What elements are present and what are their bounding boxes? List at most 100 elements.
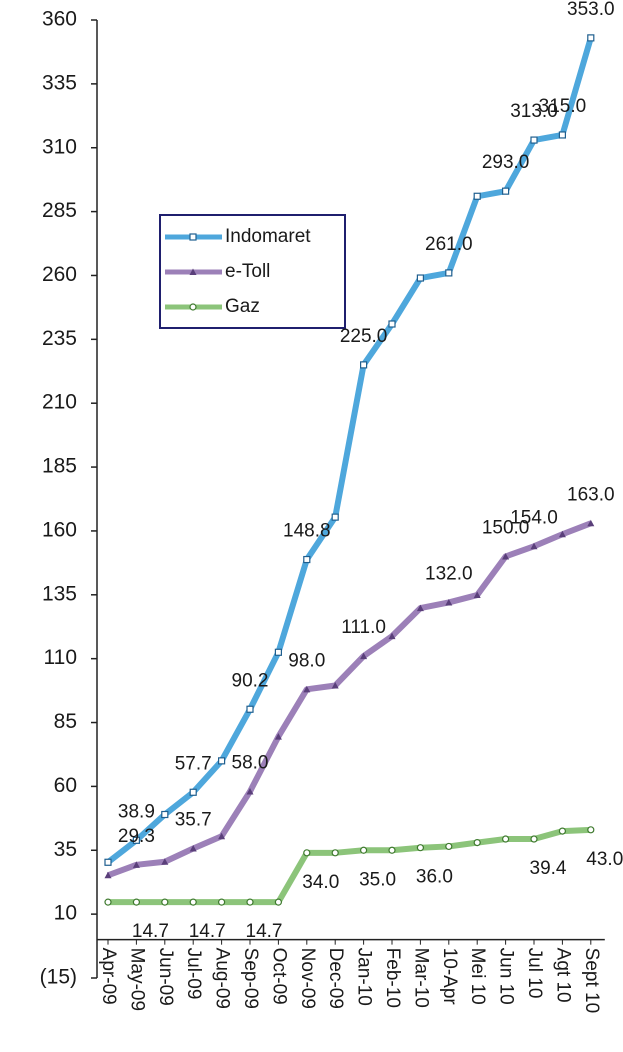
marker <box>530 136 538 144</box>
x-tick-label: Apr-09 <box>98 948 119 1005</box>
legend-label: Gaz <box>225 296 260 317</box>
data-label: 14.7 <box>132 921 169 942</box>
marker <box>416 604 424 612</box>
marker <box>473 192 481 200</box>
marker <box>104 898 112 906</box>
marker <box>132 898 140 906</box>
marker <box>558 827 567 835</box>
y-tick-label: 60 <box>54 774 77 797</box>
marker <box>104 871 112 879</box>
marker <box>502 835 510 843</box>
y-tick-label: 335 <box>42 71 77 94</box>
marker <box>246 788 254 795</box>
y-tick-label: 285 <box>42 199 77 222</box>
marker <box>416 844 424 852</box>
marker <box>246 705 254 713</box>
marker <box>303 849 311 857</box>
x-tick-label: May-09 <box>126 948 147 1011</box>
x-tick-label: Dec-09 <box>325 948 346 1009</box>
marker <box>218 832 226 840</box>
y-tick-label: 360 <box>42 8 77 31</box>
marker <box>189 788 197 796</box>
data-label: 111.0 <box>341 617 386 638</box>
marker <box>587 34 595 42</box>
marker <box>388 846 396 854</box>
marker <box>530 542 538 550</box>
series-line <box>108 826 591 906</box>
y-tick-label: 235 <box>42 327 77 350</box>
marker <box>189 898 197 906</box>
marker <box>502 552 510 560</box>
marker <box>331 849 339 857</box>
marker <box>445 842 453 851</box>
data-label: 154.0 <box>510 507 558 528</box>
series-line <box>106 520 592 879</box>
y-tick-label: 160 <box>42 518 77 541</box>
y-tick-label: 135 <box>42 582 77 605</box>
x-tick-label: Jan-10 <box>354 948 375 1006</box>
data-label: 39.4 <box>530 858 567 879</box>
data-label: 36.0 <box>416 867 453 888</box>
marker <box>132 861 140 868</box>
marker <box>502 187 510 195</box>
data-label: 58.0 <box>232 753 269 774</box>
y-tick-label: 110 <box>44 646 77 669</box>
data-label: 14.7 <box>189 921 226 942</box>
x-tick-label: Sep-09 <box>240 948 261 1009</box>
marker <box>274 898 282 906</box>
data-label: 34.0 <box>302 872 339 893</box>
marker <box>445 598 453 606</box>
marker <box>360 846 368 854</box>
y-tick-label: (15) <box>40 966 77 989</box>
data-label: 293.0 <box>482 152 530 173</box>
legend-label: e-Toll <box>225 261 270 282</box>
marker <box>274 648 282 656</box>
marker <box>388 320 396 328</box>
y-tick-label: 85 <box>54 710 77 733</box>
marker <box>189 233 197 241</box>
marker <box>132 836 140 844</box>
data-label: 315.0 <box>539 96 587 117</box>
x-tick-label: Agt 10 <box>552 948 573 1003</box>
data-label: 29.3 <box>118 826 155 847</box>
marker <box>445 269 453 277</box>
marker <box>473 591 481 599</box>
marker <box>189 844 197 852</box>
marker <box>388 632 396 640</box>
data-label: 261.0 <box>425 234 473 255</box>
data-label: 353.0 <box>567 0 615 20</box>
marker <box>189 303 197 311</box>
y-tick-label: 260 <box>42 263 77 286</box>
data-label: 313.0 <box>510 101 558 122</box>
y-tick-label: 185 <box>42 455 77 478</box>
marker <box>303 555 311 564</box>
marker <box>161 858 169 865</box>
marker <box>558 131 567 139</box>
data-label: 35.0 <box>359 869 396 890</box>
data-label: 43.0 <box>586 849 623 870</box>
marker <box>558 530 566 538</box>
data-label: 57.7 <box>175 753 212 774</box>
data-label: 35.7 <box>175 809 212 830</box>
data-label: 148.8 <box>283 521 331 542</box>
legend: Indomaret e-Toll Gaz <box>159 214 346 329</box>
data-label: 132.0 <box>425 563 473 584</box>
x-tick-label: Sept 10 <box>581 948 602 1014</box>
x-tick-label: Jul-09 <box>183 948 204 1000</box>
x-tick-label: Oct-09 <box>268 948 289 1005</box>
data-label: 98.0 <box>288 650 325 671</box>
data-label: 90.2 <box>232 670 269 691</box>
y-tick-label: 310 <box>42 135 77 158</box>
marker <box>331 513 339 521</box>
marker <box>246 898 254 906</box>
x-tick-label: Nov-09 <box>297 948 318 1009</box>
marker <box>218 757 226 765</box>
x-tick-label: Aug-09 <box>212 948 233 1009</box>
data-label: 163.0 <box>567 484 615 505</box>
series-line <box>106 37 594 865</box>
x-tick-label: Mei 10 <box>467 948 488 1005</box>
marker <box>303 685 311 693</box>
y-tick-label: 10 <box>54 902 77 925</box>
x-tick-label: Feb-10 <box>382 948 403 1008</box>
